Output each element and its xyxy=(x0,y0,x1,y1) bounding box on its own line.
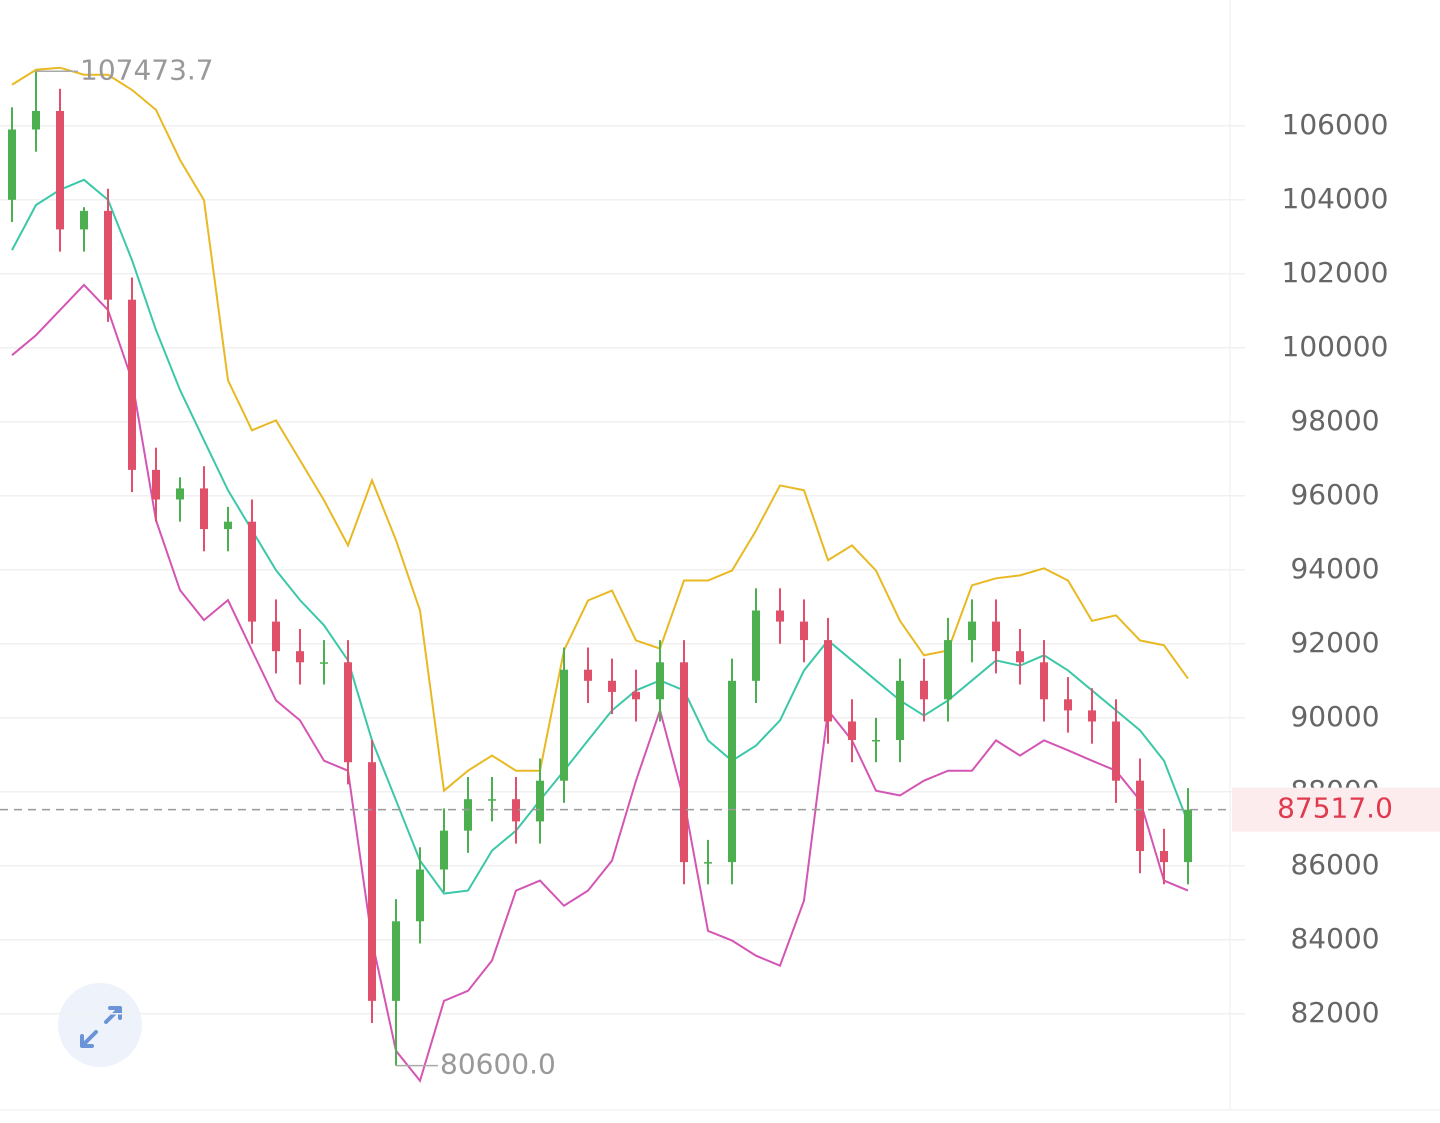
candle-body xyxy=(968,621,976,641)
candle-body xyxy=(440,830,448,870)
expand-button[interactable] xyxy=(58,983,142,1067)
labels: 8200084000860008800090000920009400096000… xyxy=(0,53,1440,1081)
candle-body xyxy=(632,691,640,700)
candle-body xyxy=(536,780,544,822)
candle-body xyxy=(176,488,184,500)
candle-body xyxy=(152,469,160,500)
candle-body xyxy=(1136,780,1144,851)
band-line xyxy=(11,283,1189,1083)
y-tick-label: 102000 xyxy=(1282,256,1389,289)
candle-body xyxy=(392,921,400,1001)
candle-body xyxy=(896,680,904,740)
y-tick-label: 94000 xyxy=(1290,552,1379,585)
candle-body xyxy=(1088,710,1096,722)
candle-body xyxy=(1016,651,1024,663)
candle-body xyxy=(464,799,472,831)
candle-body xyxy=(248,521,256,622)
candle-body xyxy=(128,299,136,470)
candle-body xyxy=(488,799,496,801)
band-line xyxy=(11,178,1189,895)
candle-body xyxy=(200,488,208,530)
candle-body xyxy=(56,111,64,230)
candle-body xyxy=(608,680,616,692)
y-tick-label: 84000 xyxy=(1290,922,1379,955)
candle-body xyxy=(1064,699,1072,711)
candle-body xyxy=(944,640,952,700)
plot xyxy=(8,66,1192,1083)
band-line xyxy=(11,66,1189,793)
candle-body xyxy=(1112,721,1120,781)
candle-body xyxy=(224,521,232,530)
candle-body xyxy=(1040,662,1048,700)
candle-body xyxy=(824,640,832,722)
max-label: 107473.7 xyxy=(80,53,214,86)
last-price-box xyxy=(1232,787,1440,832)
candle-body xyxy=(416,869,424,922)
candle-body xyxy=(560,669,568,781)
candle-body xyxy=(368,762,376,1001)
candle-body xyxy=(1184,809,1192,863)
candle-body xyxy=(104,210,112,300)
candle-body xyxy=(80,210,88,230)
candle-body xyxy=(1160,851,1168,863)
candle-body xyxy=(992,621,1000,652)
candle-body xyxy=(512,799,520,822)
candle-body xyxy=(32,111,40,130)
y-tick-label: 106000 xyxy=(1282,108,1389,141)
candle-body xyxy=(656,662,664,700)
min-label: 80600.0 xyxy=(440,1048,556,1081)
candle-body xyxy=(296,651,304,663)
candle-body xyxy=(584,669,592,681)
candle-body xyxy=(800,621,808,641)
y-tick-label: 104000 xyxy=(1282,182,1389,215)
candle-body xyxy=(848,721,856,740)
last-price-label: 87517.0 xyxy=(1277,792,1393,825)
candle-body xyxy=(704,862,712,864)
candle-body xyxy=(680,662,688,863)
candle-body xyxy=(344,662,352,763)
y-tick-label: 86000 xyxy=(1290,848,1379,881)
candle-body xyxy=(920,680,928,700)
y-tick-label: 92000 xyxy=(1290,626,1379,659)
candle-body xyxy=(8,129,16,200)
grid xyxy=(0,125,1245,1015)
y-tick-label: 82000 xyxy=(1290,996,1379,1029)
y-tick-label: 90000 xyxy=(1290,700,1379,733)
candle-body xyxy=(320,662,328,664)
candle-body xyxy=(728,680,736,863)
candle-body xyxy=(776,610,784,622)
y-tick-label: 100000 xyxy=(1282,330,1389,363)
y-tick-label: 98000 xyxy=(1290,404,1379,437)
y-tick-label: 96000 xyxy=(1290,478,1379,511)
candle-body xyxy=(752,610,760,681)
candle-body xyxy=(872,740,880,742)
candle-body xyxy=(272,621,280,652)
